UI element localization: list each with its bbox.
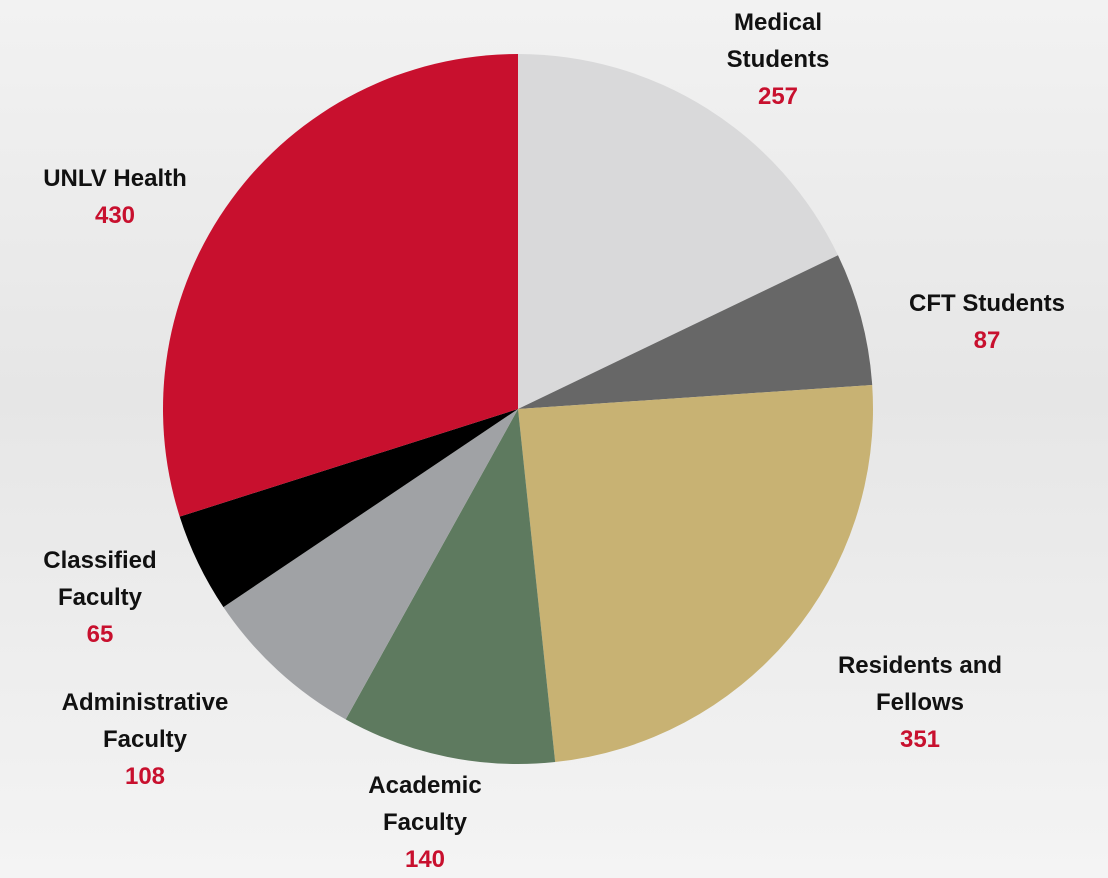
slice-label: Residents and Fellows 351 [810,647,1030,758]
value-label: 140 [404,846,446,873]
category-label: Administrative Faculty [61,689,229,753]
slice-label: UNLV Health 430 [0,160,235,234]
category-label: Academic Faculty [368,772,482,836]
pie-slice [345,409,556,764]
pie-slice [223,409,518,720]
value-label: 430 [94,202,136,229]
slice-label: Medical Students 257 [698,4,858,115]
category-label: CFT Students [909,290,1065,317]
pie-slice [179,409,518,608]
value-label: 257 [757,83,799,110]
pie-slice [518,384,873,763]
value-label: 351 [899,726,941,753]
value-label: 108 [124,763,166,790]
slice-label: CFT Students 87 [867,285,1107,359]
category-label: Residents and Fellows [837,652,1003,716]
pie-slice [518,255,873,409]
slice-label: Administrative Faculty 108 [35,684,255,795]
slice-label: Academic Faculty 140 [345,767,505,878]
category-label: UNLV Health [43,165,187,192]
category-label: Medical Students [726,9,830,73]
pie-slice [518,54,838,409]
slice-label: Classified Faculty 65 [20,542,180,653]
value-label: 65 [86,621,114,648]
value-label: 87 [973,327,1001,354]
category-label: Classified Faculty [43,547,157,611]
pie-slice [163,54,518,517]
